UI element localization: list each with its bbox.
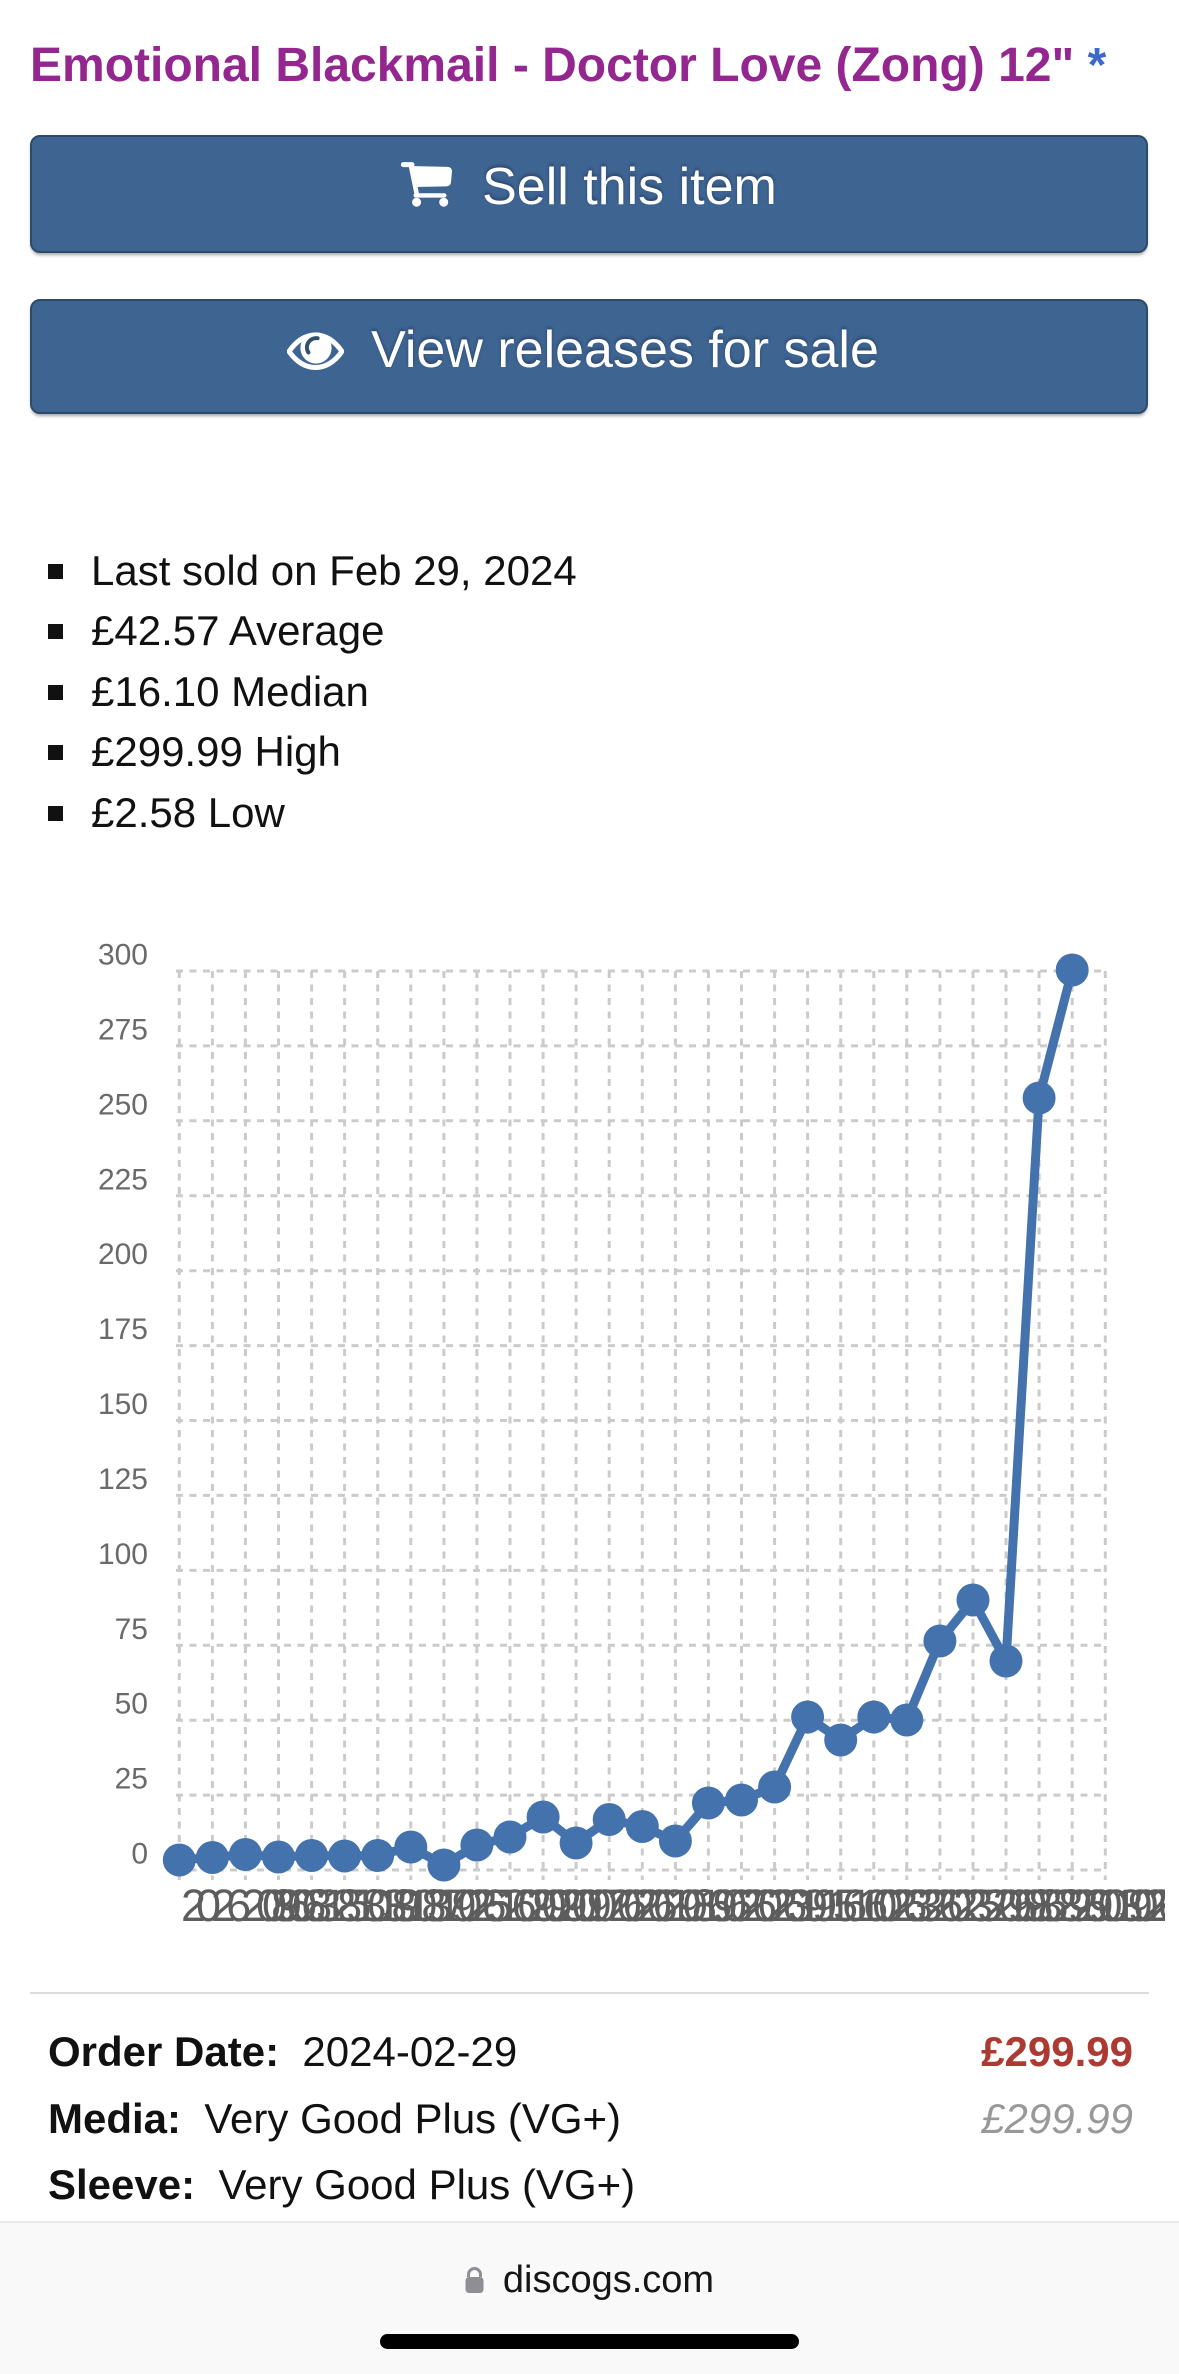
svg-text:125: 125 <box>98 1463 148 1496</box>
svg-text:300: 300 <box>98 939 148 972</box>
svg-text:090818103903702520999002626101: 0908181039037025209990026261019620239151… <box>262 1880 1165 1931</box>
svg-text:150: 150 <box>98 1388 148 1421</box>
svg-text:75: 75 <box>115 1613 148 1646</box>
svg-text:200: 200 <box>98 1238 148 1271</box>
svg-text:25: 25 <box>115 1763 148 1796</box>
svg-text:225: 225 <box>98 1163 148 1196</box>
svg-text:202620866325818181926162020970: 2026208663258181819261620209702029860262… <box>181 1880 1165 1931</box>
svg-text:100: 100 <box>98 1538 148 1571</box>
svg-text:250: 250 <box>98 1088 148 1121</box>
svg-text:175: 175 <box>98 1313 148 1346</box>
svg-text:275: 275 <box>98 1013 148 1046</box>
svg-text:50: 50 <box>115 1688 148 1721</box>
svg-text:0: 0 <box>131 1838 148 1871</box>
